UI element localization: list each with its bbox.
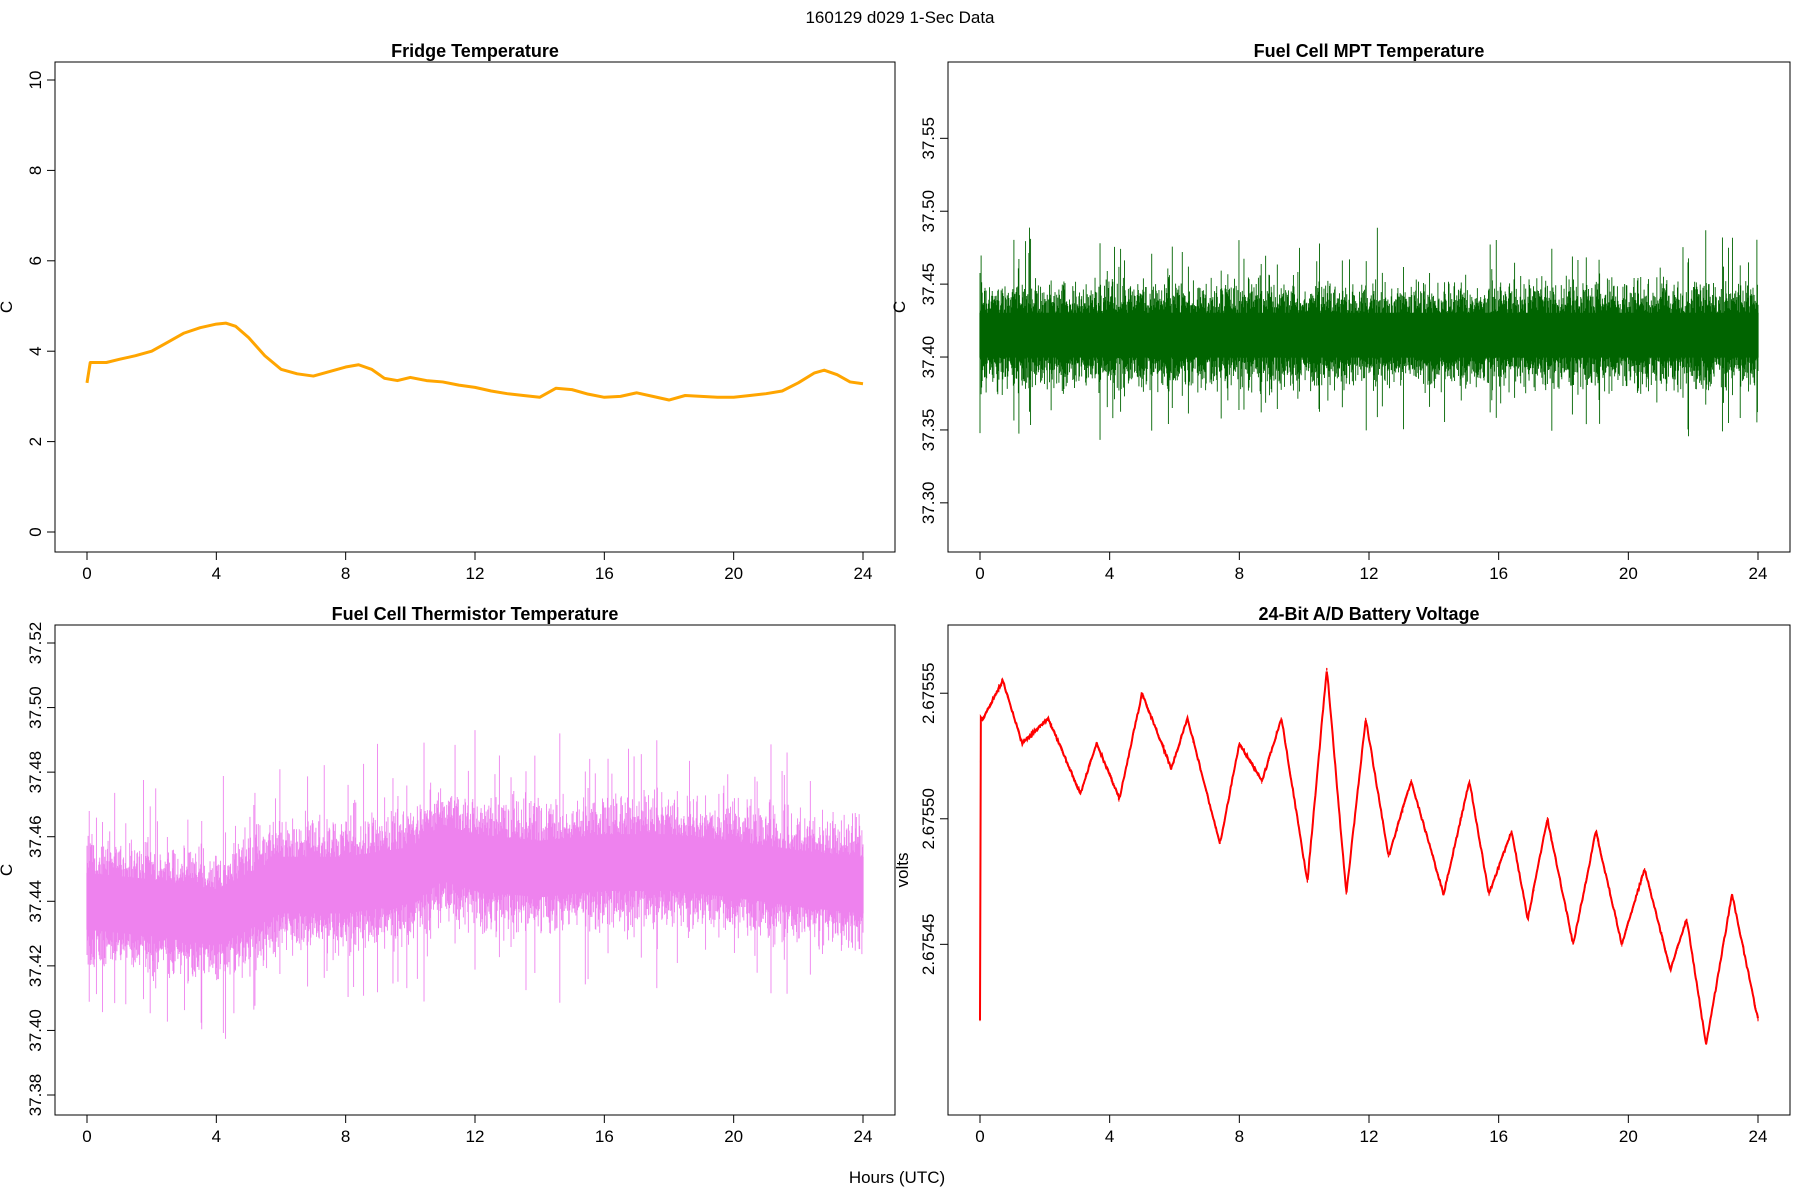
- x-tick-label: 12: [1360, 564, 1379, 583]
- plot-frame: [54, 61, 896, 553]
- x-tick-label: 8: [1235, 1127, 1244, 1146]
- x-tick-label: 0: [82, 1127, 91, 1146]
- x-tick-label: 12: [466, 564, 485, 583]
- panel-title: Fuel Cell MPT Temperature: [1254, 41, 1485, 61]
- y-tick-label: 37.46: [26, 815, 45, 858]
- x-tick-label: 0: [82, 564, 91, 583]
- x-tick-label: 20: [1619, 564, 1638, 583]
- y-tick-label: 6: [26, 256, 45, 265]
- plot-frame: [947, 624, 1791, 1116]
- x-tick-label: 12: [1360, 1127, 1379, 1146]
- x-tick-label: 16: [1489, 564, 1508, 583]
- panel-title: 24-Bit A/D Battery Voltage: [1258, 604, 1479, 624]
- series-band: [86, 824, 864, 946]
- x-tick-label: 24: [1749, 564, 1768, 583]
- x-tick-label: 0: [975, 564, 984, 583]
- y-tick-label: 8: [26, 166, 45, 175]
- x-tick-label: 24: [854, 564, 873, 583]
- x-tick-label: 20: [724, 564, 743, 583]
- x-tick-label: 4: [1105, 1127, 1114, 1146]
- y-tick-label: 37.50: [26, 686, 45, 729]
- panel-title: Fridge Temperature: [391, 41, 559, 61]
- x-tick-label: 4: [1105, 564, 1114, 583]
- x-tick-label: 24: [854, 1127, 873, 1146]
- x-tick-label: 20: [1619, 1127, 1638, 1146]
- panel-3: Fuel Cell Thermistor Temperature 0 4 8 12 16 2…: [0, 604, 896, 1146]
- x-tick-label: 0: [975, 1127, 984, 1146]
- x-tick-label: 16: [595, 564, 614, 583]
- y-tick-label: 37.40: [919, 336, 938, 379]
- y-tick-label: 37.45: [919, 263, 938, 306]
- figure-x-axis-label: Hours (UTC): [849, 1168, 945, 1187]
- x-tick-label: 4: [212, 1127, 221, 1146]
- y-tick-label: 2.67545: [919, 914, 938, 975]
- y-axis-label: C: [890, 301, 909, 313]
- panel-title: Fuel Cell Thermistor Temperature: [332, 604, 619, 624]
- x-tick-label: 16: [1489, 1127, 1508, 1146]
- y-tick-label: 37.44: [26, 880, 45, 923]
- series-band: [979, 668, 1759, 1045]
- y-tick-label: 2: [26, 437, 45, 446]
- series-line-detail: [979, 671, 1759, 1045]
- y-tick-label: 0: [26, 527, 45, 536]
- x-tick-label: 8: [341, 564, 350, 583]
- y-tick-label: 2.67555: [919, 662, 938, 723]
- y-tick-label: 37.52: [26, 622, 45, 665]
- x-tick-label: 20: [724, 1127, 743, 1146]
- series-line: [85, 321, 864, 402]
- y-tick-label: 37.42: [26, 945, 45, 988]
- x-tick-label: 4: [212, 564, 221, 583]
- x-tick-label: 12: [466, 1127, 485, 1146]
- y-tick-label: 37.48: [26, 751, 45, 794]
- panel-2: Fuel Cell MPT Temperature 0 4 8 12 16 20 24 37.3…: [890, 41, 1791, 583]
- x-tick-label: 24: [1749, 1127, 1768, 1146]
- y-tick-label: 37.35: [919, 409, 938, 452]
- figure-title: 160129 d029 1-Sec Data: [805, 8, 995, 27]
- x-tick-label: 16: [595, 1127, 614, 1146]
- panel-4: 24-Bit A/D Battery Voltage 0 4 8 12 16 20 24 2.6…: [893, 604, 1791, 1146]
- y-axis-label: volts: [893, 853, 912, 888]
- y-tick-label: 37.55: [919, 117, 938, 160]
- y-tick-label: 37.30: [919, 482, 938, 525]
- x-tick-label: 8: [1235, 564, 1244, 583]
- y-tick-label: 37.50: [919, 190, 938, 233]
- y-axis-label: C: [0, 301, 16, 313]
- y-tick-label: 4: [26, 346, 45, 355]
- y-tick-label: 2.67550: [919, 788, 938, 849]
- series-band: [979, 312, 1759, 358]
- y-tick-label: 10: [26, 71, 45, 90]
- y-tick-label: 37.38: [26, 1074, 45, 1117]
- y-tick-label: 37.40: [26, 1009, 45, 1052]
- panel-1: Fridge Temperature048121620240246810C: [0, 41, 896, 583]
- y-axis-label: C: [0, 864, 16, 876]
- x-tick-label: 8: [341, 1127, 350, 1146]
- series-line: [979, 667, 1759, 1045]
